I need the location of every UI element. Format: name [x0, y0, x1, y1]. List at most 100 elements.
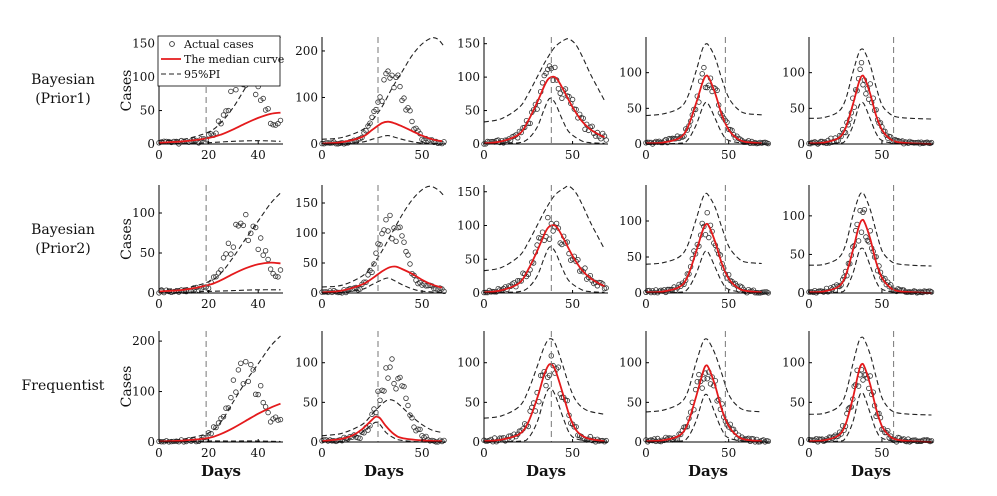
case-point: [275, 417, 281, 423]
case-point: [248, 361, 254, 368]
pi-lower-line: [321, 277, 443, 294]
median-curve: [808, 362, 932, 443]
y-tick-label: 150: [457, 37, 480, 51]
case-point: [928, 289, 935, 295]
legend-label-actual: Actual cases: [183, 38, 254, 51]
case-point: [552, 64, 558, 71]
case-point: [928, 139, 935, 146]
case-point: [543, 382, 549, 389]
case-point: [357, 435, 363, 441]
subplot-r1-c2: 0 100 200 0 50: [295, 37, 447, 162]
y-tick-label: 200: [295, 44, 318, 58]
pi-lower-line: [483, 387, 605, 443]
case-point: [555, 85, 562, 92]
case-point: [858, 60, 865, 66]
y-tick-label: 200: [132, 334, 155, 348]
case-point: [272, 273, 279, 279]
pi-upper-line: [158, 192, 281, 290]
subplot-r2-c4: 0 50 100 0 50: [619, 185, 771, 311]
case-point: [407, 261, 413, 267]
median-curve: [645, 364, 762, 443]
case-point: [397, 374, 403, 381]
x-tick-label: 50: [565, 297, 580, 311]
case-point: [220, 255, 227, 261]
pi-upper-line: [808, 48, 932, 120]
median-curve: [483, 363, 605, 443]
case-point: [401, 239, 407, 245]
case-point: [223, 405, 229, 411]
case-point: [861, 206, 868, 213]
case-point: [270, 121, 276, 128]
x-axis-label: Days: [201, 462, 241, 480]
case-point: [371, 261, 377, 267]
case-point: [397, 224, 403, 230]
case-point: [250, 367, 256, 373]
y-tick-label: 100: [782, 66, 805, 80]
subplot-r1-c3: 0 50 100 150 0 50: [457, 37, 609, 162]
y-axis-label: Cases: [119, 366, 135, 408]
subplot-r3-c5: 0 50 100 0 50 Days: [782, 331, 935, 480]
median-curve: [321, 120, 443, 145]
x-tick-label: 50: [414, 148, 429, 162]
y-tick-label: 0: [472, 435, 480, 449]
case-point: [220, 414, 227, 420]
case-point: [407, 107, 413, 114]
x-tick-label: 50: [721, 297, 736, 311]
pi-upper-line: [645, 43, 762, 117]
case-point: [265, 256, 271, 263]
pi-upper-line: [321, 37, 445, 140]
y-tick-label: 100: [619, 66, 642, 80]
x-axis-label: Days: [526, 462, 566, 480]
x-tick-label: 50: [414, 297, 429, 311]
case-point: [883, 132, 889, 138]
subplot-r1-c4: 0 50 100 0 50: [619, 37, 771, 162]
y-tick-label: 100: [619, 356, 642, 370]
pi-upper-line: [808, 191, 932, 267]
x-tick-label: 20: [201, 446, 216, 460]
subplot-r2-c1: 0 50 100 0 20 40 Cases: [119, 185, 284, 311]
case-point: [762, 289, 768, 295]
pi-lower-line: [645, 250, 762, 294]
row-label-frequentist: Frequentist: [21, 378, 105, 394]
row-label-bayesian-prior2: Bayesian (Prior2): [31, 222, 95, 257]
median-curve: [645, 74, 762, 145]
y-tick-label: 50: [790, 247, 805, 261]
case-point: [255, 391, 261, 398]
legend-box: [157, 35, 281, 87]
x-tick-label: 50: [565, 446, 580, 460]
y-tick-label: 0: [147, 286, 155, 300]
x-tick-label: 40: [251, 446, 266, 460]
y-tick-label: 100: [295, 90, 318, 104]
x-tick-label: 0: [480, 148, 488, 162]
case-point: [702, 231, 709, 238]
case-point: [277, 117, 284, 124]
y-tick-label: 100: [295, 226, 318, 240]
y-tick-label: 50: [140, 104, 155, 118]
case-point: [441, 288, 447, 294]
case-point: [235, 367, 242, 373]
x-axis-label: Days: [851, 462, 891, 480]
case-point: [379, 98, 385, 104]
y-tick-label: 50: [303, 395, 318, 409]
case-point: [683, 277, 689, 283]
case-point: [557, 90, 563, 96]
case-point: [559, 241, 565, 248]
pi-lower-line: [645, 101, 762, 145]
case-point: [571, 424, 577, 430]
pi-lower-line: [808, 101, 932, 145]
case-point: [701, 64, 707, 71]
case-point: [243, 211, 249, 218]
y-tick-label: 150: [132, 37, 155, 51]
case-point: [699, 220, 705, 227]
case-point: [377, 241, 383, 248]
case-point: [385, 375, 391, 381]
case-point: [584, 276, 590, 282]
case-point: [928, 438, 935, 444]
y-tick-label: 0: [310, 286, 318, 300]
subplot-r3-c4: 0 50 100 0 50 Days: [619, 331, 771, 480]
median-curve: [808, 218, 932, 294]
case-point: [215, 420, 222, 426]
legend: Actual cases The median curve 95%PI: [157, 35, 284, 87]
case-point: [260, 252, 266, 258]
